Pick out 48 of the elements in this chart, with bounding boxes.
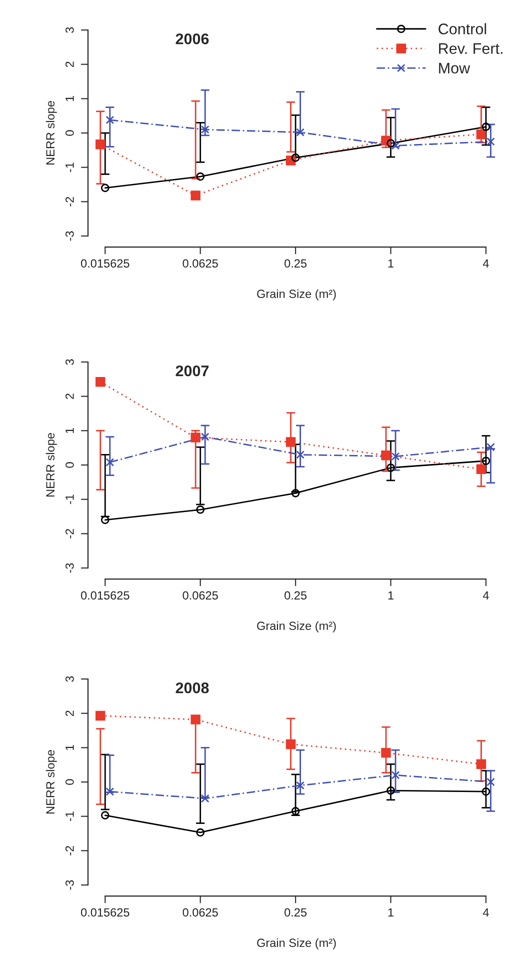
y-axis-title: NERR slope [46,750,57,814]
y-tick-label: 3 [66,27,74,33]
x-tick-label: 0.0625 [182,591,218,600]
x-axis-title: Grain Size (m²) [257,938,336,950]
x-tick-label: 0.015625 [80,908,130,917]
y-tick-label: -3 [66,880,74,890]
x-tick-label: 4 [482,259,489,268]
y-axis-title: NERR slope [46,433,57,497]
y-tick-label: 2 [66,710,74,716]
y-tick-label: 1 [66,428,74,434]
x-tick-label: 0.25 [284,908,307,917]
x-tick-label: 1 [388,259,394,268]
x-axis-title: Grain Size (m²) [257,621,336,632]
x-tick-label: 0.0625 [182,908,218,917]
legend-label: Rev. Fert. [439,43,502,54]
x-axis-title: Grain Size (m²) [257,289,336,300]
y-tick-label: -1 [66,162,74,172]
y-tick-label: 3 [66,359,74,365]
x-tick-label: 0.015625 [80,591,130,600]
x-tick-label: 0.015625 [80,259,130,268]
y-tick-label: 1 [66,744,74,750]
y-tick-label: -2 [66,197,74,206]
y-tick-label: 0 [66,462,74,468]
y-tick-label: -2 [66,529,74,538]
y-tick-label: 2 [66,394,74,400]
x-tick-label: 0.0625 [182,259,218,268]
x-tick-label: 4 [482,591,489,600]
x-tick-label: 1 [388,908,394,916]
y-tick-label: 1 [66,96,74,102]
chart-title: 2006 [176,33,209,44]
x-tick-label: 4 [482,908,489,916]
x-tick-label: 0.25 [284,259,307,268]
y-tick-label: -3 [66,231,74,241]
chart-title: 2008 [176,682,209,694]
legend-label: Mow [439,62,470,74]
y-tick-label: -3 [66,563,74,573]
x-tick-label: 0.25 [284,591,307,600]
y-tick-label: 0 [66,130,74,136]
y-tick-label: -1 [66,494,74,504]
legend-label: Control [438,23,486,34]
y-axis-title: NERR slope [46,101,57,165]
y-tick-label: 0 [66,779,74,785]
y-tick-label: 2 [66,62,74,68]
y-tick-label: -1 [66,812,74,822]
y-tick-label: -2 [66,846,74,856]
x-tick-label: 1 [388,591,394,600]
y-tick-label: 3 [66,676,74,682]
chart-title: 2007 [176,365,209,376]
